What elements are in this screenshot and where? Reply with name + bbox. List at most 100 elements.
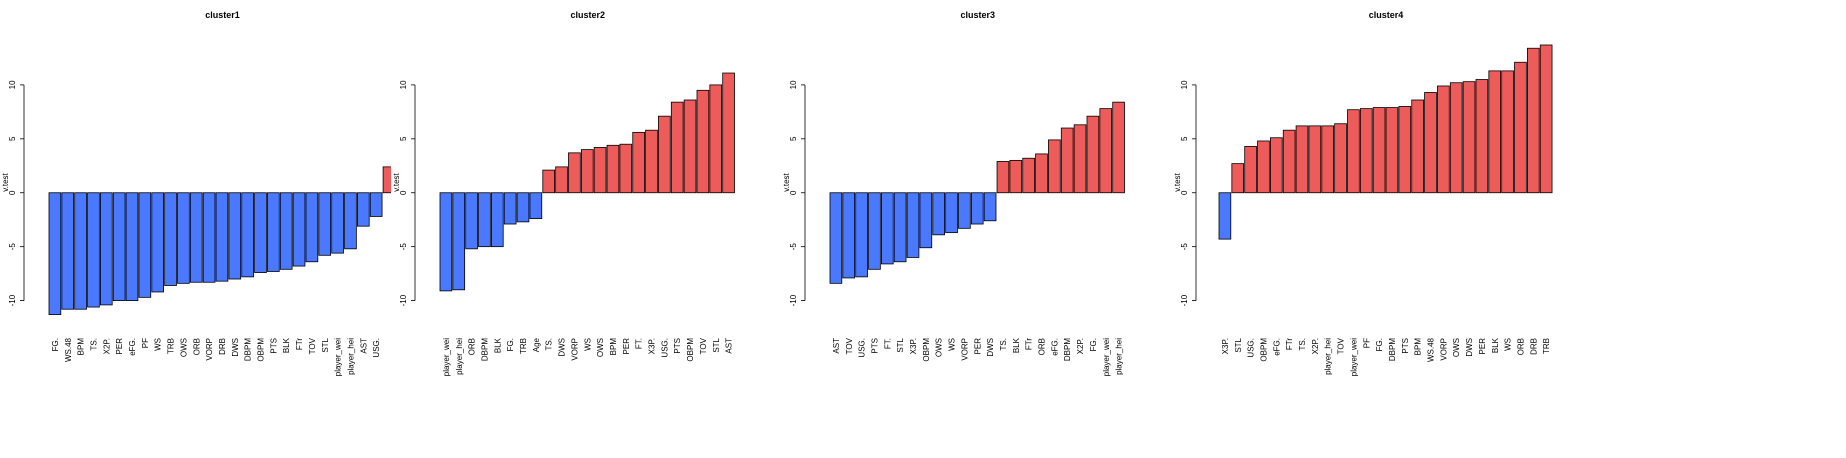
bar: [893, 192, 907, 263]
x-tick-label: TRB: [1542, 338, 1551, 354]
x-tick-label: ORB: [1038, 338, 1047, 355]
bar: [1218, 192, 1232, 240]
bar: [906, 192, 920, 258]
x-tick-label: TOV: [1337, 337, 1346, 354]
x-tick-label: TOV: [699, 337, 708, 354]
x-tick-label: DBPM: [244, 338, 253, 361]
bar: [555, 166, 568, 194]
x-tick-label: OBPM: [1259, 338, 1268, 362]
bar: [722, 72, 735, 194]
x-tick-label: eFG.: [1272, 338, 1281, 356]
x-tick-label: PF: [1362, 338, 1371, 348]
y-tick-label: 5: [1180, 136, 1189, 141]
bar: [996, 161, 1010, 194]
x-tick-label: BLK: [1491, 337, 1500, 353]
panel: cluster4 v.test -10 -5 0 5 10 X3P. STL USG. OBPM eF…: [1173, 10, 1553, 376]
x-tick-label: X3P.: [648, 338, 657, 354]
bar: [645, 129, 658, 194]
x-tick-label: X2P.: [1076, 338, 1085, 354]
x-tick-label: TS.: [545, 338, 554, 350]
x-tick-label: X3P.: [1221, 338, 1230, 354]
y-tick-label: -5: [789, 243, 798, 251]
bar: [568, 152, 581, 194]
x-tick-label: FG.: [51, 338, 60, 351]
bar: [619, 143, 633, 194]
bar: [1073, 124, 1087, 194]
chart-title: cluster1: [205, 10, 240, 20]
bar: [1539, 44, 1553, 194]
bar: [855, 192, 868, 278]
x-tick-label: DBPM: [480, 338, 489, 361]
y-tick-label: 0: [8, 190, 17, 195]
bar: [478, 192, 491, 248]
bar: [48, 192, 62, 316]
bar: [1411, 99, 1424, 194]
bar: [1295, 125, 1309, 194]
x-tick-label: WS.48: [1427, 337, 1436, 362]
x-tick-label: STL: [1234, 337, 1243, 352]
x-tick-label: DRB: [218, 338, 227, 355]
x-tick-label: VORP: [1439, 338, 1448, 361]
bar: [1372, 107, 1386, 194]
x-tick-label: BPM: [1414, 338, 1423, 356]
bar: [151, 192, 165, 293]
bar: [1514, 61, 1527, 194]
y-tick-label: 0: [789, 190, 798, 195]
x-tick-label: X2P.: [102, 338, 111, 354]
x-tick-label: USG.: [858, 338, 867, 358]
x-tick-label: AST: [832, 338, 841, 354]
bar: [1022, 157, 1035, 194]
x-tick-label: FTr: [295, 338, 304, 350]
x-tick-label: PER: [973, 338, 982, 355]
bar: [241, 192, 254, 278]
y-axis-label: v.test: [1173, 172, 1182, 191]
x-tick-label: player_hei: [346, 338, 355, 375]
bar: [61, 192, 75, 310]
x-tick-label: FG.: [1375, 338, 1384, 351]
bar: [112, 192, 126, 301]
x-tick-label: AST: [359, 338, 368, 354]
x-tick-label: DWS: [231, 338, 240, 357]
y-tick-label: -5: [1180, 243, 1189, 251]
y-tick-label: -10: [8, 294, 17, 306]
x-tick-label: VORP: [205, 338, 214, 361]
bar: [215, 192, 229, 282]
x-tick-label: Age: [532, 337, 541, 352]
bar: [970, 192, 984, 225]
x-tick-label: DRB: [1529, 338, 1538, 355]
y-axis-label: v.test: [392, 172, 401, 191]
x-tick-label: player_hei: [1324, 338, 1333, 375]
x-tick-label: PF: [141, 338, 150, 348]
bar: [1462, 81, 1476, 194]
y-tick-label: 10: [8, 80, 17, 89]
bar: [1437, 85, 1450, 194]
chart-title: cluster2: [571, 10, 606, 20]
bar: [1231, 163, 1245, 194]
bar: [1244, 145, 1257, 194]
bar: [503, 192, 517, 225]
x-tick-label: FTr: [1025, 338, 1034, 350]
y-tick-label: -5: [8, 243, 17, 251]
x-tick-label: TOV: [845, 337, 854, 354]
bar: [542, 169, 555, 194]
bar: [1385, 107, 1399, 194]
bar: [138, 192, 152, 298]
bar: [452, 192, 466, 291]
x-tick-label: DBPM: [1063, 338, 1072, 361]
bar: [983, 192, 997, 222]
x-tick-label: OBPM: [686, 338, 695, 362]
chart-title: cluster4: [1369, 10, 1404, 20]
bar: [709, 84, 723, 194]
bar: [696, 89, 710, 194]
bar: [1449, 82, 1463, 194]
bar: [1501, 70, 1514, 194]
bar: [593, 147, 607, 194]
bar: [1359, 108, 1373, 194]
x-tick-label: FT.: [883, 338, 892, 349]
bar: [74, 192, 87, 310]
chart-title: cluster3: [961, 10, 996, 20]
x-tick-label: VORP: [960, 338, 969, 361]
bar: [331, 192, 344, 254]
bar: [292, 192, 306, 267]
bar: [1308, 125, 1322, 194]
